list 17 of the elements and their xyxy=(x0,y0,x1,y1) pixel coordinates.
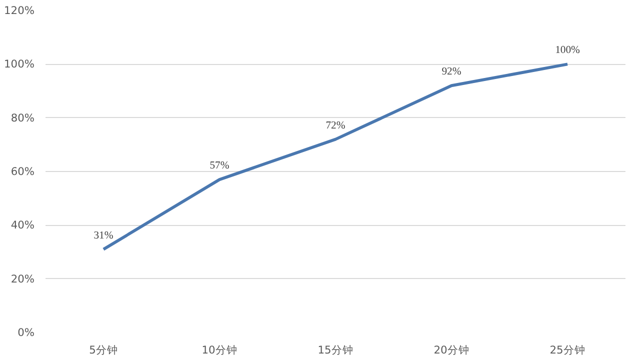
data-label: 100% xyxy=(555,45,580,56)
data-label: 31% xyxy=(94,230,114,242)
x-tick-label: 25分钟 xyxy=(550,344,586,356)
y-tick-label: 0% xyxy=(18,326,34,339)
x-tick-label: 10分钟 xyxy=(202,344,238,356)
y-tick-label: 60% xyxy=(10,165,34,178)
x-tick-label: 15分钟 xyxy=(318,344,354,356)
data-label: 57% xyxy=(210,160,230,172)
y-tick-label: 20% xyxy=(10,272,34,286)
y-tick-label: 100% xyxy=(4,58,35,71)
x-tick-label: 20分钟 xyxy=(434,344,470,356)
data-label: 92% xyxy=(442,66,462,78)
data-label: 72% xyxy=(326,120,346,132)
y-tick-label: 40% xyxy=(10,218,34,232)
y-tick-label: 80% xyxy=(10,111,34,124)
y-tick-label: 120% xyxy=(4,4,35,17)
x-tick-label: 5分钟 xyxy=(89,344,118,356)
